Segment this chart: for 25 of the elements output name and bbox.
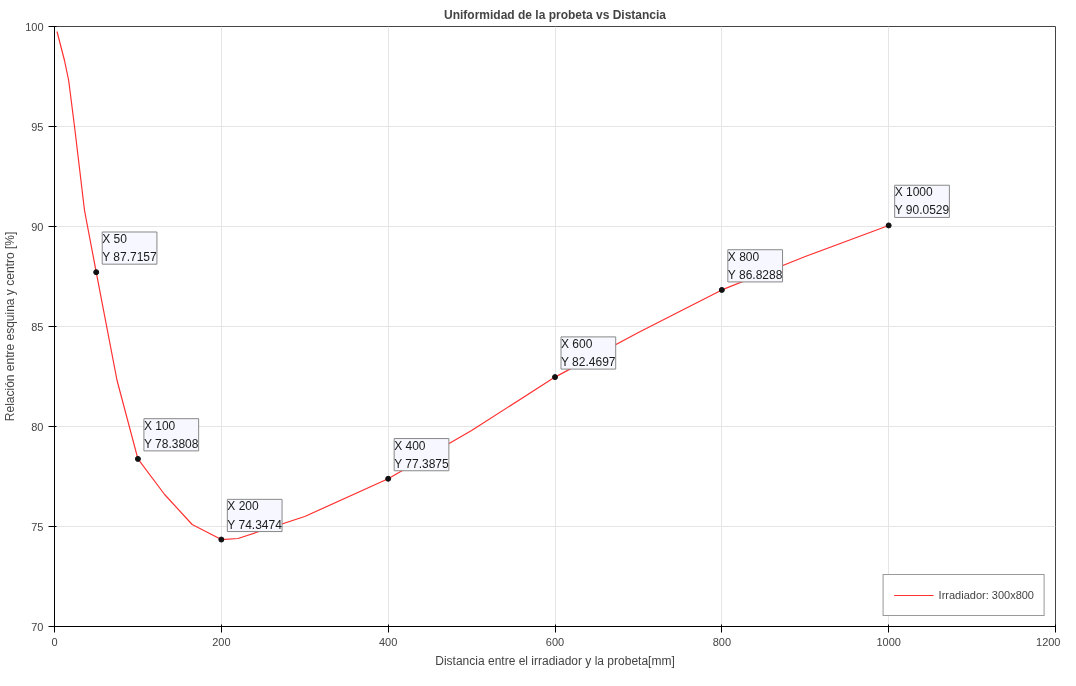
annotation: X 600 Y 82.4697 — [561, 336, 616, 370]
annotation: X 800 Y 86.8288 — [727, 249, 783, 282]
y-tick-label: 75 — [31, 520, 44, 533]
y-tick-label: 85 — [31, 320, 44, 333]
x-tick-label: 1200 — [1036, 635, 1061, 648]
annotation: X 200 Y 74.3474 — [227, 499, 283, 532]
y-tick-label: 95 — [31, 120, 44, 133]
annotation: X 400 Y 77.3875 — [394, 438, 449, 471]
legend-label: Irradiador: 300x800 — [938, 589, 1034, 601]
x-tick-label: 200 — [212, 635, 231, 648]
x-tick-label: 400 — [378, 635, 398, 648]
y-tick-label: 100 — [25, 20, 44, 33]
annotation: X 1000 Y 90.0529 — [894, 185, 950, 218]
y-tick-label: 90 — [31, 220, 44, 233]
x-tick-label: 800 — [712, 635, 732, 648]
y-axis-title: Relación entre esquina y centro [%] — [3, 231, 18, 422]
x-tick-label: 600 — [545, 635, 565, 648]
x-tick-label: 0 — [51, 635, 58, 648]
annotation: X 100 Y 78.3808 — [143, 418, 199, 451]
chart-title: Uniformidad de la probeta vs Distancia — [443, 7, 667, 22]
y-tick-label: 70 — [31, 620, 44, 633]
annotation: X 50 Y 87.7157 — [102, 231, 158, 265]
y-tick-label: 80 — [31, 420, 44, 433]
x-axis-title: Distancia entre el irradiador y la probeta[mm] — [435, 653, 675, 668]
x-tick-label: 1000 — [876, 635, 901, 648]
